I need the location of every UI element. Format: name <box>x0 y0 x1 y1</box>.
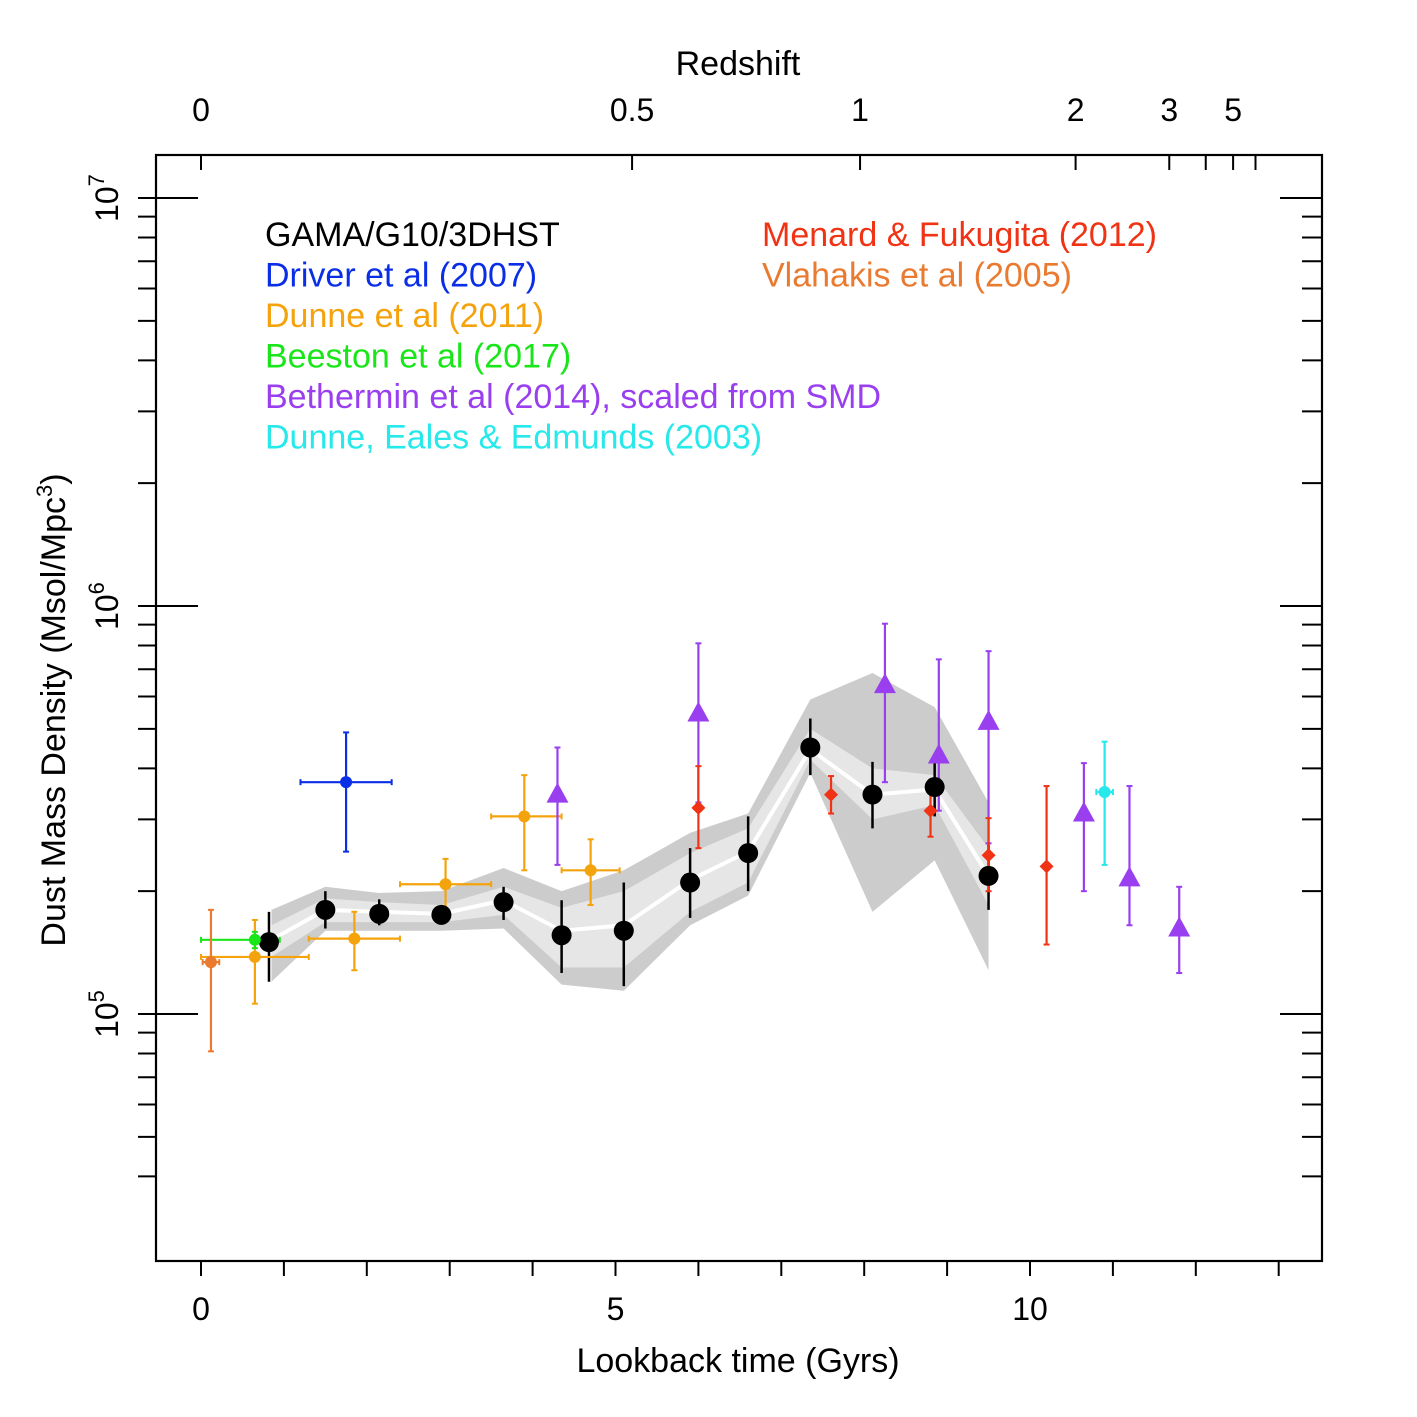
y-axis-title-close: ) <box>35 473 73 484</box>
top-tick-label: 5 <box>1224 92 1242 128</box>
point-diamond <box>981 848 996 863</box>
y-tick-label: 107 <box>84 174 125 222</box>
point-small-circle <box>248 933 261 946</box>
point-small-circle <box>518 810 531 823</box>
legend-entry: Dunne, Eales & Edmunds (2003) <box>265 419 762 457</box>
y-axis-title-main: Dust Mass Density (Msol/Mpc <box>35 497 73 947</box>
top-tick-label: 3 <box>1160 92 1178 128</box>
top-tick-label: 0.5 <box>610 92 654 128</box>
legend-entry: Menard & Fukugita (2012) <box>762 216 1157 254</box>
point-small-circle <box>584 864 597 877</box>
legend-entry: Driver et al (2007) <box>265 257 537 295</box>
point-triangle <box>687 701 710 722</box>
legend-entry: GAMA/G10/3DHST <box>265 216 560 254</box>
top-tick-label: 1 <box>851 92 869 128</box>
point-circle <box>493 892 514 913</box>
y-axis-title-sup: 3 <box>32 485 57 497</box>
point-circle <box>800 737 821 758</box>
y-tick-label-base: 10 <box>89 186 125 222</box>
point-triangle <box>546 782 569 803</box>
point-circle <box>738 843 759 864</box>
y-tick-label-base: 10 <box>89 1002 125 1038</box>
y-tick-label-exponent: 7 <box>84 174 109 186</box>
confidence-bands <box>270 673 991 991</box>
x-tick-label: 10 <box>1012 1291 1048 1327</box>
point-diamond <box>1039 859 1054 874</box>
point-diamond <box>923 803 938 818</box>
point-small-circle <box>204 956 217 969</box>
point-circle <box>862 784 883 805</box>
point-small-circle <box>1098 786 1111 799</box>
tick-marks <box>138 155 1322 1276</box>
point-circle <box>369 903 390 924</box>
point-small-circle <box>348 932 361 945</box>
point-diamond <box>824 787 839 802</box>
y-tick-label: 105 <box>84 990 125 1038</box>
legend-entry: Bethermin et al (2014), scaled from SMD <box>265 378 881 416</box>
point-triangle <box>873 673 896 694</box>
point-small-circle <box>248 950 261 963</box>
point-circle <box>258 932 279 953</box>
point-circle <box>315 899 336 920</box>
point-small-circle <box>439 878 452 891</box>
y-tick-label-base: 10 <box>89 594 125 630</box>
point-triangle <box>1168 916 1191 937</box>
point-triangle <box>1072 801 1095 822</box>
point-circle <box>924 777 945 798</box>
x-tick-label: 5 <box>607 1291 625 1327</box>
band-inner <box>271 728 989 968</box>
top-axis-title: Redshift <box>676 45 801 83</box>
data-markers <box>204 673 1191 969</box>
point-diamond <box>691 800 706 815</box>
top-tick-label: 2 <box>1067 92 1085 128</box>
y-tick-label-exponent: 5 <box>84 990 109 1002</box>
y-axis-title: Dust Mass Density (Msol/Mpc3) <box>32 473 73 946</box>
legend-entry: Dunne et al (2011) <box>265 297 544 335</box>
legend-entry: Vlahakis et al (2005) <box>762 257 1072 295</box>
point-circle <box>680 872 701 893</box>
plot-frame <box>154 153 1324 1263</box>
point-circle <box>431 904 452 925</box>
y-tick-label-exponent: 6 <box>84 582 109 594</box>
point-circle <box>551 925 572 946</box>
legend-entry: Beeston et al (2017) <box>265 338 571 376</box>
x-tick-label: 0 <box>192 1291 210 1327</box>
y-tick-label: 106 <box>84 582 125 630</box>
point-circle <box>978 865 999 886</box>
axes <box>154 153 1324 1263</box>
point-triangle <box>927 743 950 764</box>
point-small-circle <box>340 776 353 789</box>
x-axis-title: Lookback time (Gyrs) <box>576 1342 899 1380</box>
top-tick-label: 0 <box>192 92 210 128</box>
point-triangle <box>977 709 1000 730</box>
point-triangle <box>1118 866 1141 887</box>
point-circle <box>613 920 634 941</box>
